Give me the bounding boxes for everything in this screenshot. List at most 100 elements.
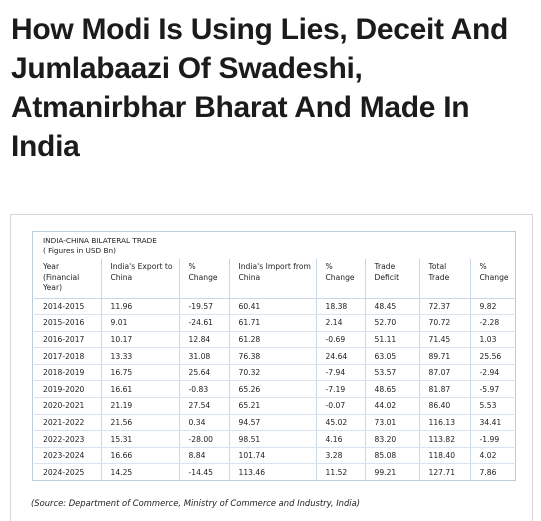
table-cell: 2016-2017 — [34, 331, 101, 349]
table-header-row: Year (Financial Year) India's Export to … — [34, 259, 516, 299]
col-header-total: Total Trade — [418, 259, 470, 299]
table-cell: 81.87 — [418, 380, 470, 399]
table-row: 2020-2021 21.19 27.54 65.21 -0.07 44.02 86.40 5… — [34, 397, 516, 415]
table-cell: 8.84 — [178, 447, 229, 465]
table-cell: -24.61 — [178, 314, 229, 332]
table-cell: 83.20 — [364, 430, 419, 448]
table-cell: 86.40 — [418, 397, 470, 415]
table-cell: 2014-2015 — [34, 298, 101, 316]
table-cell: 5.53 — [469, 397, 516, 415]
table-cell: -5.97 — [469, 380, 516, 399]
table-cell: -0.07 — [315, 397, 365, 415]
table-cell: -19.57 — [178, 298, 229, 316]
table-cell: 2022-2023 — [34, 430, 101, 448]
col-header-export: India's Export to China — [100, 259, 179, 299]
table-cell: 51.11 — [364, 331, 419, 349]
table-cell: 89.71 — [418, 347, 470, 365]
table-row: 2017-2018 13.33 31.08 76.38 24.64 63.05 89.71 2… — [34, 347, 516, 365]
table-cell: 87.07 — [418, 364, 470, 382]
table-row: 2015-2016 9.01 -24.61 61.71 2.14 52.70 70.72 -2… — [34, 314, 516, 332]
table-cell: -2.94 — [469, 364, 516, 382]
table-cell: 63.05 — [364, 347, 419, 365]
table-cell: 65.21 — [228, 397, 316, 415]
table-cell: 2024-2025 — [43, 467, 85, 477]
table-cell: 2.14 — [315, 314, 365, 332]
table-cell: 71.45 — [418, 331, 470, 349]
table-cell: 18.38 — [315, 298, 365, 316]
table-cell: 15.31 — [100, 430, 179, 448]
table-subtitle: ( Figures in USD Bn) — [43, 246, 116, 255]
table-cell: 2015-2016 — [34, 314, 101, 332]
table-cell: -7.94 — [315, 364, 365, 382]
table-cell: 70.32 — [228, 364, 316, 382]
table-cell: 16.61 — [100, 380, 179, 399]
col-header-import-change: % Change — [315, 259, 365, 299]
table-cell: 61.71 — [228, 314, 316, 332]
table-cell: 9.01 — [100, 314, 179, 332]
table-row: 2014-2015 11.96 -19.57 60.41 18.38 48.45 72.37… — [34, 298, 516, 316]
table-cell: 1.03 — [469, 331, 516, 349]
table-cell: 14.25 — [100, 463, 179, 481]
table-cell: -7.19 — [315, 380, 365, 399]
table-cell: 31.08 — [178, 347, 229, 365]
table-row: 2023-2024 16.66 8.84 101.74 3.28 85.08 118.40 4… — [34, 447, 516, 465]
table-cell: 9.82 — [469, 298, 516, 316]
table-cell: 4.02 — [469, 447, 516, 465]
table-cell: 16.75 — [100, 364, 179, 382]
table-body: 2014-2015 11.96 -19.57 60.41 18.38 48.45 72.37… — [34, 298, 516, 481]
table-cell: 10.17 — [100, 331, 179, 349]
source-caption: (Source: Department of Commerce, Ministr… — [31, 498, 361, 508]
table-cell: 21.19 — [100, 397, 179, 415]
table-cell: 113.46 — [228, 463, 316, 481]
table-row: 2024-2025 14.25 -14.45 113.46 11.52 99.21 127.… — [34, 463, 516, 481]
table-cell: 61.28 — [228, 331, 316, 349]
table-cell: 116.13 — [418, 414, 470, 432]
trade-table: Year (Financial Year) India's Export to … — [34, 259, 516, 481]
table-cell: -0.83 — [178, 380, 229, 399]
table-cell: 60.41 — [228, 298, 316, 316]
article-headline: How Modi Is Using Lies, Deceit And Jumla… — [11, 13, 509, 163]
table-cell: 76.38 — [228, 347, 316, 365]
table-cell: 45.02 — [315, 414, 365, 432]
table-cell: -1.99 — [469, 430, 516, 448]
table-cell: 65.26 — [228, 380, 316, 399]
table-row: 2022-2023 15.31 -28.00 98.51 4.16 83.20 113.82… — [34, 430, 516, 448]
trade-table-card: INDIA-CHINA BILATERAL TRADE ( Figures in… — [32, 231, 516, 481]
table-cell: 2018-2019 — [34, 364, 101, 382]
table-cell: 7.86 — [469, 463, 516, 481]
table-cell: 2017-2018 — [34, 347, 101, 365]
table-row: 2019-2020 16.61 -0.83 65.26 -7.19 48.65 81.87-… — [34, 380, 516, 399]
table-cell: 94.57 — [228, 414, 316, 432]
col-header-year: Year (Financial Year) — [34, 259, 101, 299]
table-cell: 101.74 — [228, 447, 316, 465]
table-cell: 12.84 — [178, 331, 229, 349]
table-cell: 27.54 — [178, 397, 229, 415]
table-cell: 25.64 — [178, 364, 229, 382]
table-cell: 113.82 — [418, 430, 470, 448]
table-cell: 11.96 — [100, 298, 179, 316]
table-cell: 13.33 — [100, 347, 179, 365]
article-figure: INDIA-CHINA BILATERAL TRADE ( Figures in… — [10, 214, 533, 521]
table-cell: 53.57 — [364, 364, 419, 382]
col-header-total-change: % Change — [469, 259, 516, 299]
table-row: 2016-2017 10.17 12.84 61.28 -0.69 51.11 71.45 1… — [34, 331, 516, 349]
table-row: 2018-2019 16.75 25.64 70.32 -7.94 53.57 87.07-… — [34, 364, 516, 382]
table-cell: 4.16 — [315, 430, 365, 448]
table-cell: 25.56 — [469, 347, 516, 365]
table-cell: -28.00 — [178, 430, 229, 448]
table-cell: 48.65 — [364, 380, 419, 399]
table-cell: 2021-2022 — [34, 414, 101, 432]
col-header-export-change: % Change — [178, 259, 229, 299]
col-header-deficit: Trade Deficit — [364, 259, 419, 299]
table-row: 2021-2022 21.56 0.34 94.57 45.02 73.01 116.13 3… — [34, 414, 516, 432]
table-cell: 21.56 — [100, 414, 179, 432]
table-cell: -2.28 — [469, 314, 516, 332]
table-cell: -14.45 — [178, 463, 229, 481]
table-cell: 48.45 — [364, 298, 419, 316]
table-cell: 2023-2024 — [34, 447, 101, 465]
table-cell: 99.21 — [364, 463, 419, 481]
table-cell: 72.37 — [418, 298, 470, 316]
col-header-import: India's Import from China — [228, 259, 316, 299]
table-cell: 2020-2021 — [34, 397, 101, 415]
table-cell: 34.41 — [469, 414, 516, 432]
